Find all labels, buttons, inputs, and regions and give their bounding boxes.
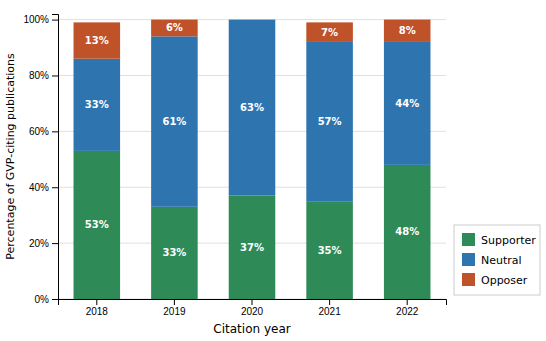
legend-label: Supporter (481, 234, 536, 247)
x-tick-mark (252, 299, 253, 305)
y-tick: 40% (29, 182, 58, 193)
x-tick-label: 2021 (318, 306, 341, 317)
bar-segment (151, 20, 198, 37)
x-axis-title: Citation year (213, 322, 290, 336)
x-tick: 2018 (86, 299, 109, 317)
x-axis-line (59, 300, 447, 306)
legend-label: Opposer (481, 274, 528, 287)
legend-swatch (462, 233, 475, 246)
x-tick: 2019 (163, 299, 186, 317)
y-tick: 0% (35, 294, 58, 305)
x-tick: 2020 (241, 299, 264, 317)
data-labels: 53% 33% 37% 35% 48% 33% 61% 63% 57% 44% 13% 6% 7% 8% (85, 22, 419, 258)
y-tick: 80% (29, 70, 58, 81)
x-tick-label: 2020 (241, 306, 264, 317)
legend-item: Opposer (462, 273, 528, 287)
x-tick-label: 2022 (396, 306, 419, 317)
y-axis: 0% 20% 40% 60% 80% 100% (23, 14, 58, 304)
y-tick-mark (52, 131, 58, 132)
y-tick-label: 0% (35, 294, 50, 305)
bar-segment (74, 151, 121, 299)
x-tick: 2022 (396, 299, 419, 317)
data-label: 33% (85, 99, 109, 110)
data-label: 61% (162, 116, 186, 127)
bar-segment (74, 59, 121, 151)
y-tick-mark (52, 243, 58, 244)
bar-segment (151, 207, 198, 299)
x-tick-label: 2019 (163, 306, 186, 317)
data-label: 63% (240, 102, 264, 113)
legend-item: Supporter (462, 233, 536, 247)
data-label: 13% (85, 35, 109, 46)
data-label: 48% (395, 226, 419, 237)
legend-item: Neutral (462, 253, 522, 267)
bar-segment (74, 22, 121, 58)
y-tick-label: 100% (23, 14, 49, 25)
y-axis-line (52, 15, 59, 300)
bar-segment (151, 36, 198, 206)
y-tick: 100% (23, 14, 58, 25)
data-label: 57% (318, 116, 342, 127)
bar-segment (229, 19, 276, 20)
legend-label: Neutral (481, 254, 522, 267)
data-label: 7% (321, 27, 338, 38)
y-tick: 60% (29, 126, 58, 137)
grid (58, 20, 446, 299)
legend-swatch (462, 273, 475, 286)
bar-segment (306, 42, 353, 201)
plot: 0% 20% 40% 60% 80% 100% 2018 2019 2020 2021 2022 53… (23, 14, 446, 317)
data-label: 35% (318, 245, 342, 256)
y-tick-mark (52, 20, 58, 21)
y-tick-mark (52, 187, 58, 188)
bar-segment (306, 22, 353, 42)
data-label: 37% (240, 242, 264, 253)
y-tick-mark (52, 75, 58, 76)
data-label: 53% (85, 219, 109, 230)
x-tick-mark (407, 299, 408, 305)
y-tick-label: 20% (29, 238, 49, 249)
x-tick: 2021 (318, 299, 341, 317)
bars (74, 20, 431, 299)
y-tick-label: 80% (29, 70, 49, 81)
x-tick-mark (174, 299, 175, 305)
y-tick-label: 60% (29, 126, 49, 137)
bar-segment (229, 20, 276, 196)
legend: Supporter Neutral Opposer (454, 225, 540, 295)
data-label: 44% (395, 98, 419, 109)
data-label: 6% (166, 22, 183, 33)
data-label: 8% (399, 25, 416, 36)
bar-segment (384, 20, 431, 42)
y-tick: 20% (29, 238, 58, 249)
bar-segment (384, 42, 431, 165)
legend-frame (454, 225, 540, 295)
x-tick-label: 2018 (86, 306, 109, 317)
data-label: 33% (162, 247, 186, 258)
y-tick-label: 40% (29, 182, 49, 193)
legend-swatch (462, 253, 475, 266)
x-tick-mark (96, 299, 97, 305)
bar-segment (384, 165, 431, 299)
x-tick-mark (329, 299, 330, 305)
y-axis-title: Percentage of GVP-citing publications (4, 53, 17, 260)
bar-segment (306, 201, 353, 299)
chart: 0% 20% 40% 60% 80% 100% 2018 2019 2020 2021 2022 53… (0, 0, 546, 341)
x-axis: 2018 2019 2020 2021 2022 (59, 299, 447, 317)
bar-segment (229, 196, 276, 299)
y-tick-mark (52, 299, 58, 300)
